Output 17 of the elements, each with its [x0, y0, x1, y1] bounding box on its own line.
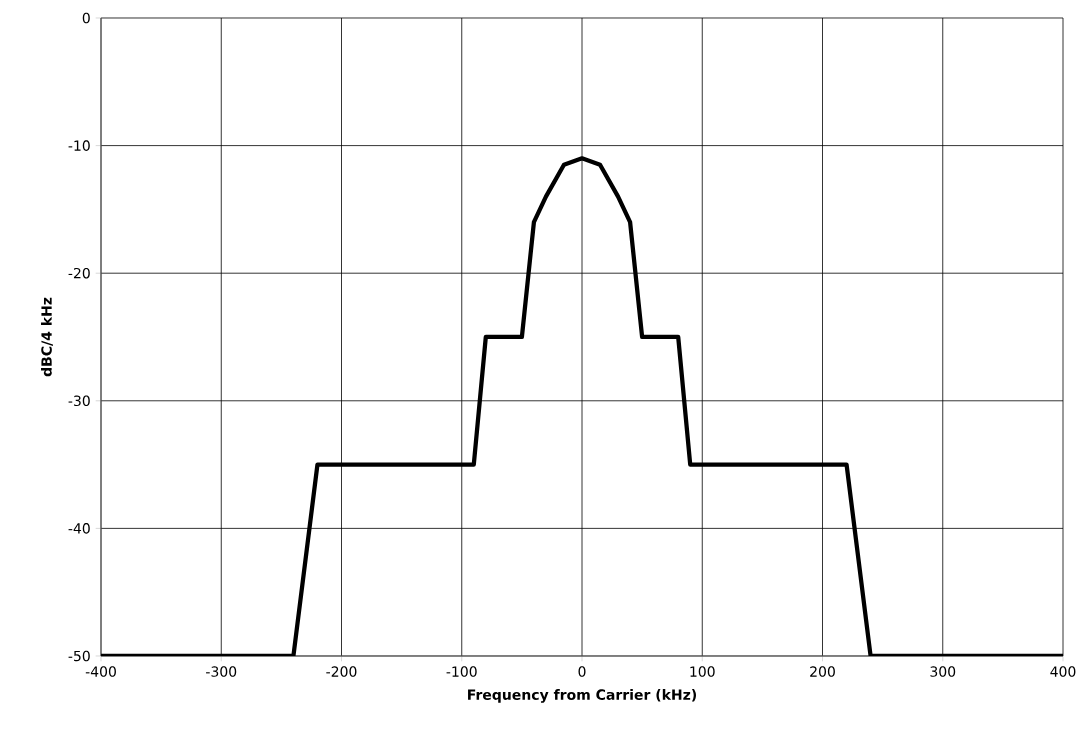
x-tick-label: -400 — [85, 666, 116, 677]
y-tick-label: 0 — [82, 12, 90, 24]
x-tick-label: -100 — [446, 666, 477, 677]
y-tick-label: -10 — [68, 140, 90, 151]
x-axis-title: Frequency from Carrier (kHz) — [468, 689, 697, 703]
y-axis-title: dBC/4 kHz — [41, 297, 53, 377]
x-tick-label: -200 — [326, 666, 357, 677]
y-tick-label: -20 — [68, 267, 90, 279]
y-tick-label: -50 — [68, 650, 90, 662]
y-tick-label: -30 — [68, 395, 90, 407]
x-tick-label: 0 — [578, 666, 586, 677]
x-tick-label: -300 — [206, 666, 237, 677]
x-tick-label: 300 — [930, 666, 956, 677]
x-tick-label: 400 — [1050, 666, 1076, 677]
x-tick-label: 100 — [690, 666, 715, 677]
y-tick-label: -40 — [68, 523, 90, 534]
x-tick-label: 200 — [810, 666, 835, 677]
